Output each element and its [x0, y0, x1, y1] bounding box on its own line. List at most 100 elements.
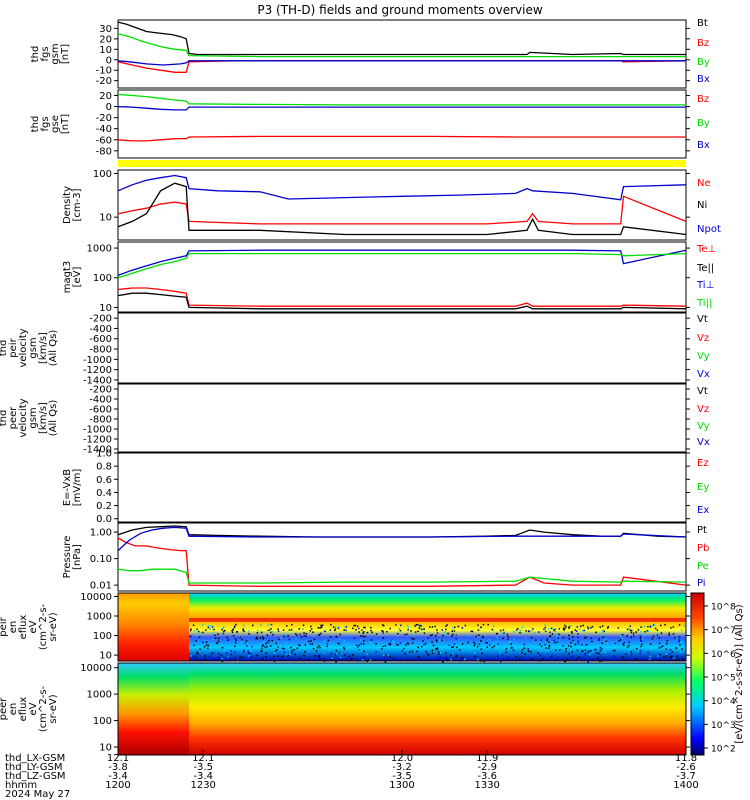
x-tick-value: 1230 — [190, 780, 215, 791]
speckle — [194, 645, 197, 647]
speckle — [461, 656, 464, 659]
x-tick-value: 1330 — [474, 780, 499, 791]
speckle — [429, 644, 432, 646]
speckle — [321, 626, 323, 628]
speckle — [577, 636, 579, 639]
speckle — [379, 659, 381, 661]
speckle — [247, 650, 249, 652]
speckle — [427, 637, 429, 639]
y-axis-label-line: en — [8, 703, 19, 716]
y-axis-label-line: [nT] — [60, 44, 71, 64]
speckle — [407, 629, 409, 631]
speckle — [639, 635, 642, 637]
speckle — [657, 655, 659, 657]
speckle — [409, 659, 412, 661]
speckle — [382, 630, 384, 633]
speckle — [265, 652, 267, 654]
speckle — [507, 638, 509, 641]
speckle — [358, 631, 360, 633]
x-tick-value: 11.8 — [675, 753, 697, 764]
y-axis-label-line: peir — [8, 337, 19, 357]
speckle — [564, 624, 566, 627]
speckle — [247, 652, 250, 654]
speckle — [456, 646, 458, 649]
speckle — [549, 635, 552, 637]
speckle — [270, 628, 272, 630]
speckle — [666, 640, 668, 642]
speckle — [637, 650, 639, 652]
speckle — [416, 623, 419, 626]
speckle — [382, 644, 384, 647]
speckle — [431, 634, 433, 636]
speckle — [284, 634, 286, 636]
speckle — [538, 631, 540, 633]
speckle — [630, 651, 633, 653]
speckle — [587, 651, 589, 653]
speckle — [298, 628, 300, 630]
speckle — [363, 640, 365, 642]
speckle — [649, 643, 652, 645]
y-tick-label: 10 — [99, 651, 112, 662]
y-axis-label-line: (cm^2-s- — [38, 603, 49, 650]
speckle — [273, 655, 275, 658]
speckle — [335, 653, 337, 655]
series-line-Ni — [117, 182, 687, 236]
speckle — [396, 643, 398, 646]
speckle — [287, 635, 289, 637]
speckle — [276, 648, 278, 651]
speckle — [190, 628, 192, 631]
speckle — [480, 640, 482, 642]
speckle — [304, 644, 307, 646]
speckle — [281, 647, 284, 650]
y-axis-label-line: thd — [30, 116, 41, 133]
speckle — [305, 635, 307, 637]
speckle — [369, 641, 372, 643]
speckle — [580, 625, 582, 627]
speckle — [678, 641, 680, 643]
speckle — [527, 647, 529, 650]
series-line-Bx — [117, 105, 686, 111]
speckle — [582, 650, 584, 652]
speckle — [589, 653, 591, 656]
speckle — [556, 641, 559, 643]
speckle — [545, 630, 547, 632]
speckle — [263, 641, 265, 643]
speckle — [555, 633, 557, 635]
speckle — [338, 638, 341, 640]
speckle — [556, 635, 559, 637]
y-axis-label-line: sr-eV) — [48, 694, 59, 723]
y-tick-label: 100 — [93, 169, 112, 180]
legend-entry: Vy — [697, 351, 710, 362]
speckle — [327, 639, 330, 642]
colorbar-tick-label: 10^7 — [711, 626, 736, 636]
speckle — [576, 626, 579, 628]
speckle — [679, 651, 682, 654]
speckle — [665, 642, 668, 645]
y-axis-label-line: thd — [0, 410, 9, 427]
speckle — [675, 647, 678, 650]
speckle — [344, 626, 346, 629]
colorbar-label: [eV/(cm^2-s-sr-eV)] (All Qs) — [734, 604, 745, 743]
x-tick-value: -3.7 — [676, 771, 696, 782]
speckle — [209, 625, 212, 627]
speckle — [436, 649, 438, 652]
speckle — [360, 639, 362, 641]
speckle — [357, 650, 360, 652]
speckle — [236, 647, 239, 649]
colorbar-tick-label: 10^4 — [711, 697, 736, 707]
y-tick-label: 20 — [99, 34, 112, 45]
legend-entry: Bx — [697, 140, 710, 151]
speckle — [204, 655, 206, 657]
speckle — [568, 638, 571, 640]
speckle — [334, 626, 337, 628]
panel-6: -200-400-600-800-1000-1200-1400 thd peer ve… — [0, 383, 710, 456]
speckle — [339, 656, 342, 659]
speckle — [345, 625, 348, 628]
speckle — [408, 651, 411, 653]
y-tick-label: 100 — [93, 716, 112, 727]
y-axis-label-line: gse — [50, 115, 61, 133]
speckle — [445, 652, 447, 654]
y-axis-label-line: [nPa] — [72, 544, 83, 570]
speckle — [568, 634, 570, 637]
speckle — [344, 654, 346, 656]
